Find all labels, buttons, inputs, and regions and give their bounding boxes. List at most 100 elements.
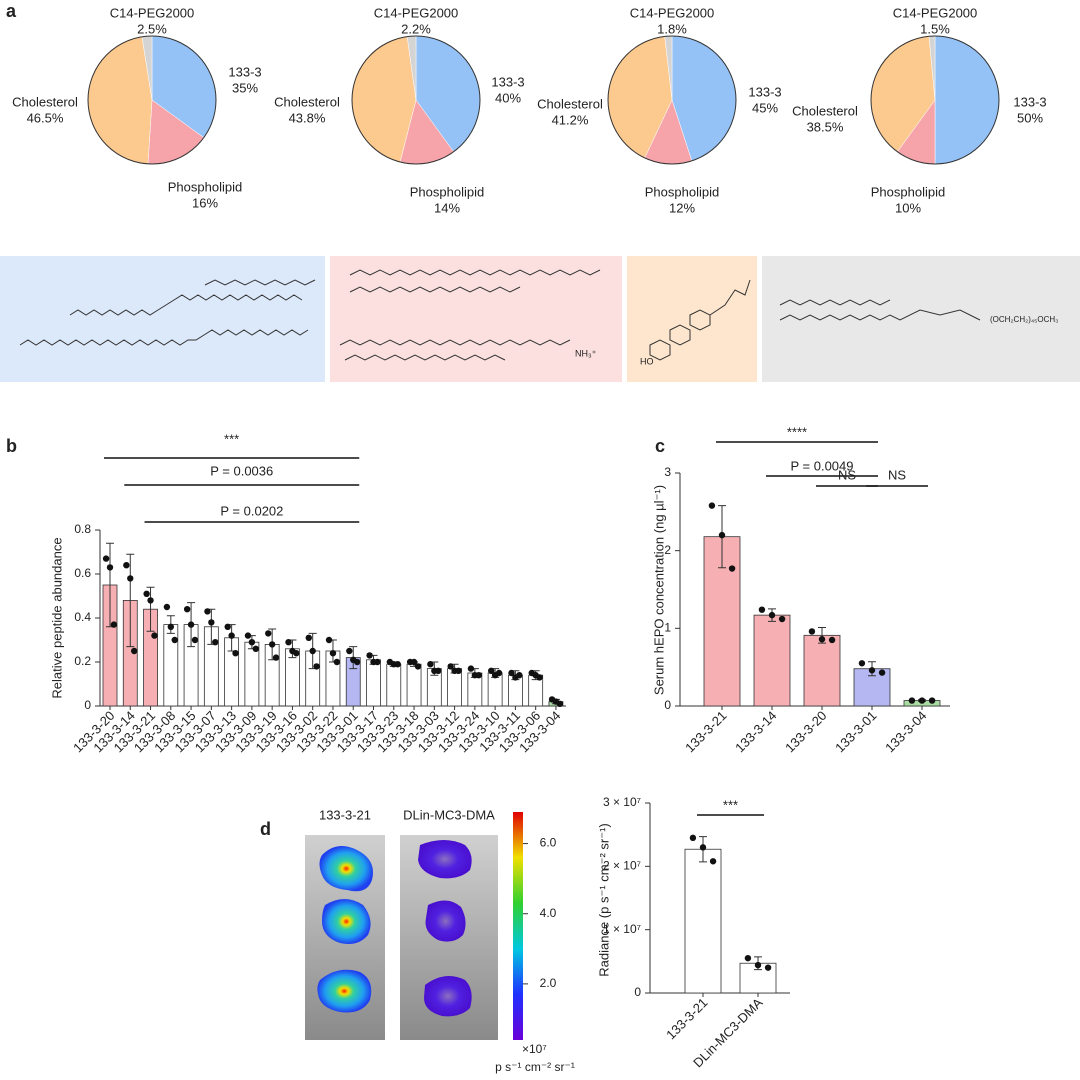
data-point — [228, 632, 235, 639]
organ-signal — [319, 846, 373, 892]
slice-name: Phospholipid — [410, 184, 484, 199]
slice-label: 40% — [495, 90, 521, 105]
column-label: DLin-MC3-DMA — [403, 807, 495, 822]
data-point — [110, 621, 118, 628]
data-point — [208, 619, 215, 626]
data-point — [764, 964, 772, 971]
panel-label: d — [260, 819, 271, 839]
colorbar-unit: p s⁻¹ cm⁻² sr⁻¹ — [495, 1060, 575, 1074]
data-point — [204, 608, 211, 615]
slice-name: Phospholipid — [645, 184, 719, 199]
slice-label: 1.8% — [657, 21, 687, 36]
data-point — [293, 650, 300, 657]
data-point — [754, 961, 762, 969]
data-point — [427, 661, 434, 668]
pie-outline — [607, 35, 737, 165]
slice-label: 38.5% — [807, 119, 844, 134]
slice-name: Cholesterol — [12, 94, 78, 109]
slice-name: 133-3 — [228, 64, 261, 79]
data-point — [224, 623, 231, 630]
data-point — [346, 647, 353, 655]
y-tick-label: 0.2 — [74, 654, 91, 668]
data-point — [808, 628, 816, 635]
organ-signal — [317, 969, 372, 1013]
y-axis-label: Relative peptide abundance — [49, 537, 64, 698]
x-tick-label: 133-3-20 — [782, 708, 829, 755]
organ-signal — [322, 899, 371, 944]
data-point — [908, 697, 916, 704]
data-point — [718, 531, 726, 539]
data-point — [414, 663, 422, 670]
panel-label: c — [655, 436, 665, 456]
skeletal-formula — [19, 269, 981, 361]
slice-label: 46.5% — [27, 110, 64, 125]
slice-name: Phospholipid — [871, 184, 945, 199]
slice-name: Phospholipid — [168, 179, 242, 194]
x-tick-label: 133-3-01 — [832, 708, 879, 755]
slice-label: 10% — [895, 200, 921, 215]
data-point — [768, 611, 776, 619]
organ-signal — [425, 900, 466, 942]
organ-signal — [418, 840, 472, 879]
data-point — [353, 658, 361, 666]
data-point — [102, 555, 110, 562]
significance-label: P = 0.0036 — [210, 463, 273, 478]
data-point — [495, 669, 503, 677]
organ-signal — [424, 976, 472, 1017]
structure-box — [762, 256, 1080, 382]
structures: HO NH₃⁺ (OCH₂CH₂)₄₅OCH₃ — [0, 256, 1080, 382]
data-point — [447, 663, 454, 670]
x-tick-label: 133-3-21 — [663, 995, 710, 1042]
bar — [803, 634, 841, 707]
pie-slice — [934, 35, 1000, 165]
data-point — [191, 636, 199, 644]
data-point — [212, 639, 219, 646]
data-point — [394, 661, 401, 668]
slice-name: 133-3 — [748, 84, 781, 99]
y-tick-label: 0.6 — [74, 566, 91, 580]
slice-label: 50% — [1017, 110, 1043, 125]
colorbar-tick-label: 4.0 — [540, 906, 557, 920]
data-point — [435, 667, 442, 674]
slice-label: 35% — [232, 80, 258, 95]
data-point — [143, 590, 150, 597]
slice-label: 16% — [192, 195, 218, 210]
y-tick-label: 3 × 10⁷ — [603, 795, 641, 809]
structure-box — [0, 256, 325, 382]
data-point — [868, 667, 876, 674]
data-point — [699, 844, 707, 851]
data-point — [536, 674, 543, 681]
significance-label: P = 0.0049 — [790, 458, 853, 473]
y-tick-label: 2 — [664, 543, 671, 557]
significance-label: *** — [224, 431, 239, 446]
data-point — [167, 623, 175, 630]
slice-name: C14-PEG2000 — [374, 5, 459, 20]
data-point — [928, 697, 936, 704]
data-point — [272, 654, 280, 661]
bar — [386, 663, 402, 707]
data-point — [123, 562, 130, 569]
structure-box — [627, 256, 757, 382]
data-point — [325, 636, 333, 644]
significance-label: NS — [888, 467, 906, 482]
data-point — [410, 658, 418, 666]
data-point — [171, 636, 178, 644]
error-bar — [146, 586, 155, 632]
pie-outline — [87, 35, 217, 165]
slice-label: 1.5% — [920, 21, 950, 36]
y-tick-label: 3 — [664, 465, 671, 479]
data-point — [151, 632, 158, 639]
slice-name: 133-3 — [1013, 94, 1046, 109]
bar — [447, 668, 462, 707]
x-tick-label: 133-3-21 — [682, 708, 729, 755]
data-point — [106, 564, 114, 571]
data-point — [130, 647, 138, 655]
significance-label: *** — [723, 797, 738, 812]
slice-name: Cholesterol — [537, 96, 603, 111]
pie-slice — [87, 36, 153, 165]
data-point — [758, 606, 766, 613]
data-point — [313, 663, 320, 670]
data-point — [374, 658, 381, 666]
slice-label: 2.2% — [401, 21, 431, 36]
